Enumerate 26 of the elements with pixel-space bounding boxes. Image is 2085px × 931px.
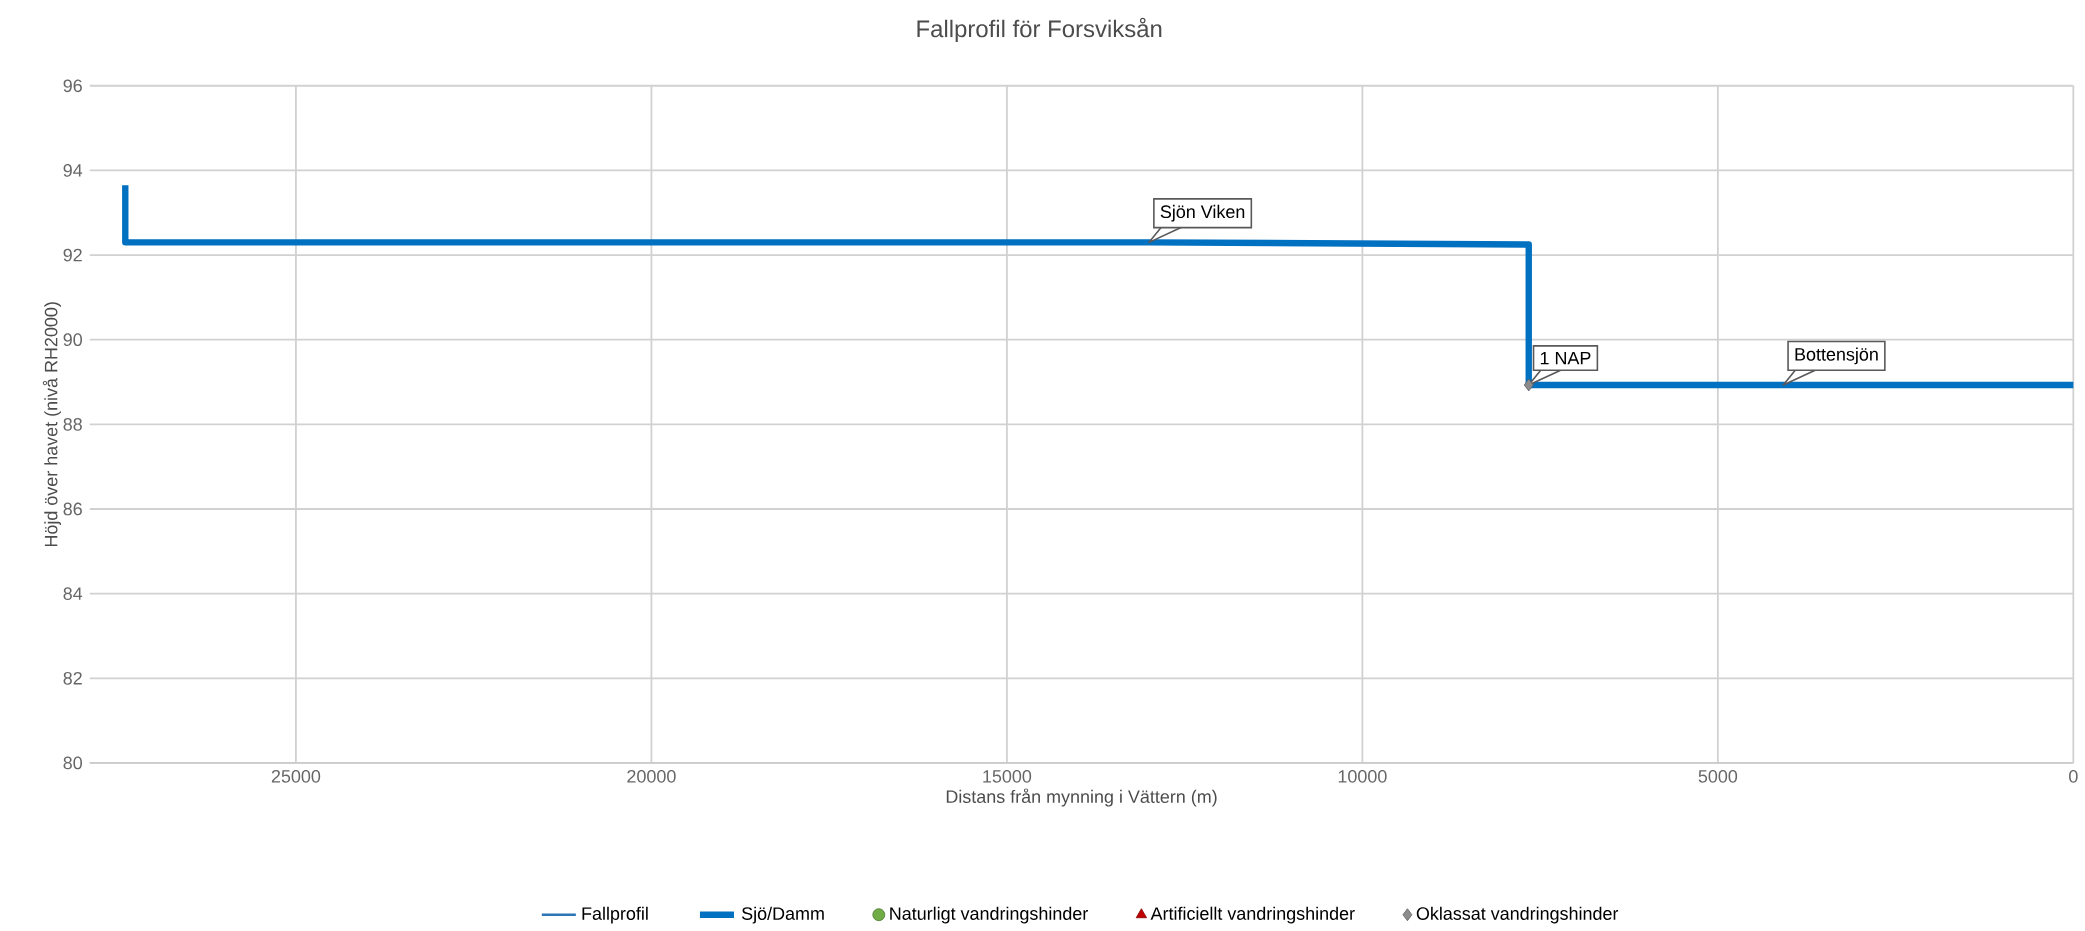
annotation: 1 NAP bbox=[1540, 352, 1591, 365]
x-tick-label: 15000 bbox=[983, 770, 1032, 783]
annotation: Bottensjön bbox=[1795, 347, 1878, 365]
y-tick-label: 86 bbox=[63, 502, 82, 516]
y-axis-title: Höjd över havet (nivå RH2000) bbox=[42, 302, 61, 547]
legend-label: Sjö/Damm bbox=[741, 906, 824, 924]
x-tick-label: 25000 bbox=[271, 770, 321, 783]
y-tick-label: 84 bbox=[63, 587, 83, 601]
annotation: Sjön Viken bbox=[1160, 205, 1245, 222]
chart-title: Fallprofil för Forsviksån bbox=[917, 17, 1162, 43]
y-tick-label: 90 bbox=[63, 333, 82, 347]
legend-label: Naturligt vandringshinder bbox=[890, 906, 1088, 924]
x-tick-label: 20000 bbox=[627, 770, 676, 783]
y-tick-label: 94 bbox=[63, 164, 83, 177]
y-tick-label: 92 bbox=[63, 248, 82, 262]
x-tick-label: 5000 bbox=[1698, 770, 1738, 783]
legend-label: Artificiellt vandringshinder bbox=[1150, 906, 1355, 924]
x-tick-label: 10000 bbox=[1338, 770, 1387, 783]
y-tick-label: 80 bbox=[63, 756, 82, 770]
legend-label: Fallprofil bbox=[582, 906, 648, 924]
y-tick-label: 96 bbox=[63, 79, 82, 93]
x-tick-label: 0 bbox=[2069, 770, 2078, 783]
y-tick-label: 82 bbox=[63, 672, 82, 685]
legend-label: Oklassat vandringshinder bbox=[1416, 906, 1619, 924]
x-axis-title: Distans från mynning i Vättern (m) bbox=[946, 788, 1217, 807]
y-tick-label: 88 bbox=[63, 418, 82, 431]
